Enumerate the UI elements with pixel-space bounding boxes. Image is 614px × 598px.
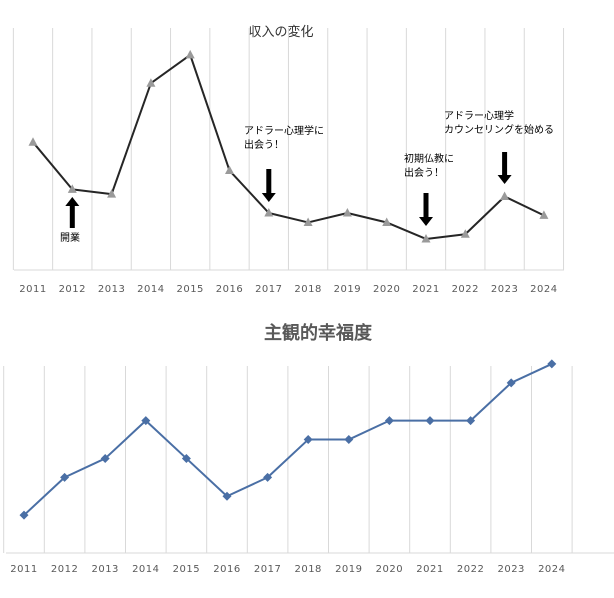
income-tick-label: 2015 — [176, 284, 203, 295]
income-tick-label: 2020 — [373, 284, 400, 295]
income-series — [28, 49, 549, 243]
income-chart: 収入の変化 2011 2012 2013 2014 2015 2016 2017 2018 20… — [12, 24, 565, 295]
happiness-tick-label: 2019 — [335, 564, 362, 575]
income-grid — [12, 28, 565, 271]
income-tick-label: 2014 — [137, 284, 164, 295]
happiness-point — [263, 472, 273, 482]
annotation-arrow — [497, 152, 512, 184]
income-chart-title: 収入の変化 — [248, 24, 313, 40]
happiness-point — [425, 416, 435, 426]
happiness-tick-label: 2023 — [497, 564, 524, 575]
income-point — [225, 165, 234, 175]
happiness-point — [19, 510, 29, 520]
happiness-x-ticks: 2011 2012 2013 2014 2015 2016 2017 2018 2019 2020… — [10, 564, 565, 575]
annotation-arrow-shape — [261, 169, 276, 202]
happiness-point — [181, 453, 191, 463]
annotation-arrow-shape — [497, 152, 512, 184]
happiness-point — [303, 435, 313, 445]
happiness-tick-label: 2011 — [10, 564, 37, 575]
income-tick-label: 2021 — [412, 284, 439, 295]
happiness-point — [344, 435, 354, 445]
annotation-arrow-shape — [65, 197, 80, 228]
income-tick-label: 2011 — [19, 284, 46, 295]
happiness-tick-label: 2017 — [254, 564, 281, 575]
annotation-label: アドラー心理学 — [444, 109, 514, 122]
happiness-point — [60, 472, 70, 482]
annotation-arrow-shape — [419, 193, 433, 226]
income-x-ticks: 2011 2012 2013 2014 2015 2016 2017 2018 2019 2020… — [19, 284, 557, 295]
annotation-label: カウンセリングを始める — [444, 123, 554, 136]
annotation-label: 開業 — [60, 231, 80, 244]
income-tick-label: 2024 — [530, 284, 557, 295]
happiness-point — [466, 416, 476, 426]
happiness-chart: 主観的幸福度 2011 2012 2013 2014 2015 2016 2017 2018 2… — [3, 322, 614, 575]
annotation-arrow — [65, 197, 80, 228]
happiness-point — [506, 378, 516, 388]
income-tick-label: 2016 — [216, 284, 243, 295]
happiness-tick-label: 2022 — [457, 564, 484, 575]
annotation-label: 出会う！ — [404, 166, 444, 179]
income-point — [107, 189, 117, 198]
income-tick-label: 2012 — [59, 284, 86, 295]
income-tick-label: 2023 — [491, 284, 518, 295]
happiness-tick-label: 2018 — [294, 564, 321, 575]
happiness-point — [100, 453, 110, 463]
annotation-label: 出会う！ — [244, 138, 284, 151]
income-annotations: 開業アドラー心理学に出会う！初期仏教に出会う！アドラー心理学カウンセリングを始め… — [60, 109, 554, 244]
income-point — [421, 233, 431, 243]
income-point — [303, 217, 313, 226]
happiness-point — [141, 416, 151, 426]
happiness-tick-label: 2014 — [132, 564, 159, 575]
annotation-arrow — [419, 193, 433, 226]
annotation-label: アドラー心理学に — [244, 124, 324, 137]
income-tick-label: 2019 — [334, 284, 361, 295]
happiness-tick-label: 2024 — [538, 564, 565, 575]
happiness-series-line — [23, 363, 553, 516]
happiness-tick-label: 2021 — [416, 564, 443, 575]
income-point — [67, 184, 77, 193]
happiness-tick-label: 2013 — [91, 564, 118, 575]
income-point — [460, 229, 470, 238]
annotation-label: 初期仏教に — [404, 152, 454, 165]
income-tick-label: 2013 — [98, 284, 125, 295]
income-tick-label: 2017 — [255, 284, 282, 295]
happiness-tick-label: 2015 — [173, 564, 200, 575]
happiness-tick-label: 2016 — [213, 564, 240, 575]
happiness-tick-label: 2012 — [51, 564, 78, 575]
income-point — [500, 191, 510, 200]
happiness-tick-label: 2020 — [376, 564, 403, 575]
income-tick-label: 2018 — [294, 284, 321, 295]
income-point — [264, 208, 274, 217]
happiness-grid — [3, 366, 614, 554]
happiness-chart-title: 主観的幸福度 — [264, 322, 373, 344]
happiness-point — [384, 416, 394, 426]
income-tick-label: 2022 — [452, 284, 479, 295]
annotation-arrow — [261, 169, 276, 202]
happiness-point — [222, 491, 232, 501]
income-point — [28, 137, 38, 146]
income-point — [146, 78, 156, 87]
happiness-series — [19, 359, 557, 520]
income-point — [185, 49, 195, 59]
income-point — [539, 210, 549, 219]
happiness-point — [547, 359, 557, 369]
income-point — [342, 208, 352, 217]
income-point — [382, 217, 392, 226]
income-series-line — [32, 53, 545, 240]
